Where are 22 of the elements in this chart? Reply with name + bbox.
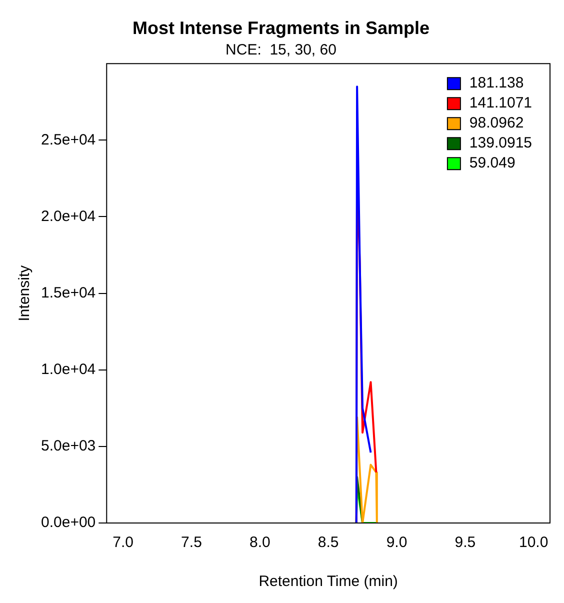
x-tick-label: 10.0	[518, 534, 548, 552]
y-tick-label: 2.0e+04	[41, 208, 96, 225]
y-tick-label: 0.0e+00	[41, 514, 96, 532]
y-tick-label: 5.0e+03	[41, 438, 96, 455]
legend-label: 139.0915	[469, 134, 532, 152]
x-tick-label: 8.0	[249, 534, 270, 552]
x-tick-label: 9.5	[454, 534, 476, 552]
y-tick-label: 2.5e+04	[41, 131, 96, 148]
x-axis-title: Retention Time (min)	[258, 573, 398, 590]
y-tick-label: 1.0e+04	[41, 361, 96, 378]
x-tick-label: 9.0	[386, 534, 408, 552]
x-tick-label: 7.0	[112, 534, 134, 552]
y-axis-title: Intensity	[16, 264, 34, 322]
x-tick-label: 7.5	[181, 534, 202, 552]
y-tick-label: 1.5e+04	[41, 284, 96, 302]
legend-label: 59.049	[469, 154, 516, 172]
chart-subtitle: NCE: 15, 30, 60	[226, 42, 336, 59]
legend-label: 181.138	[469, 74, 524, 92]
legend-label: 141.1071	[469, 94, 532, 112]
x-tick-label: 8.5	[318, 534, 339, 552]
chart-title: Most Intense Fragments in Sample	[132, 18, 430, 38]
legend-label: 98.0962	[469, 114, 524, 132]
